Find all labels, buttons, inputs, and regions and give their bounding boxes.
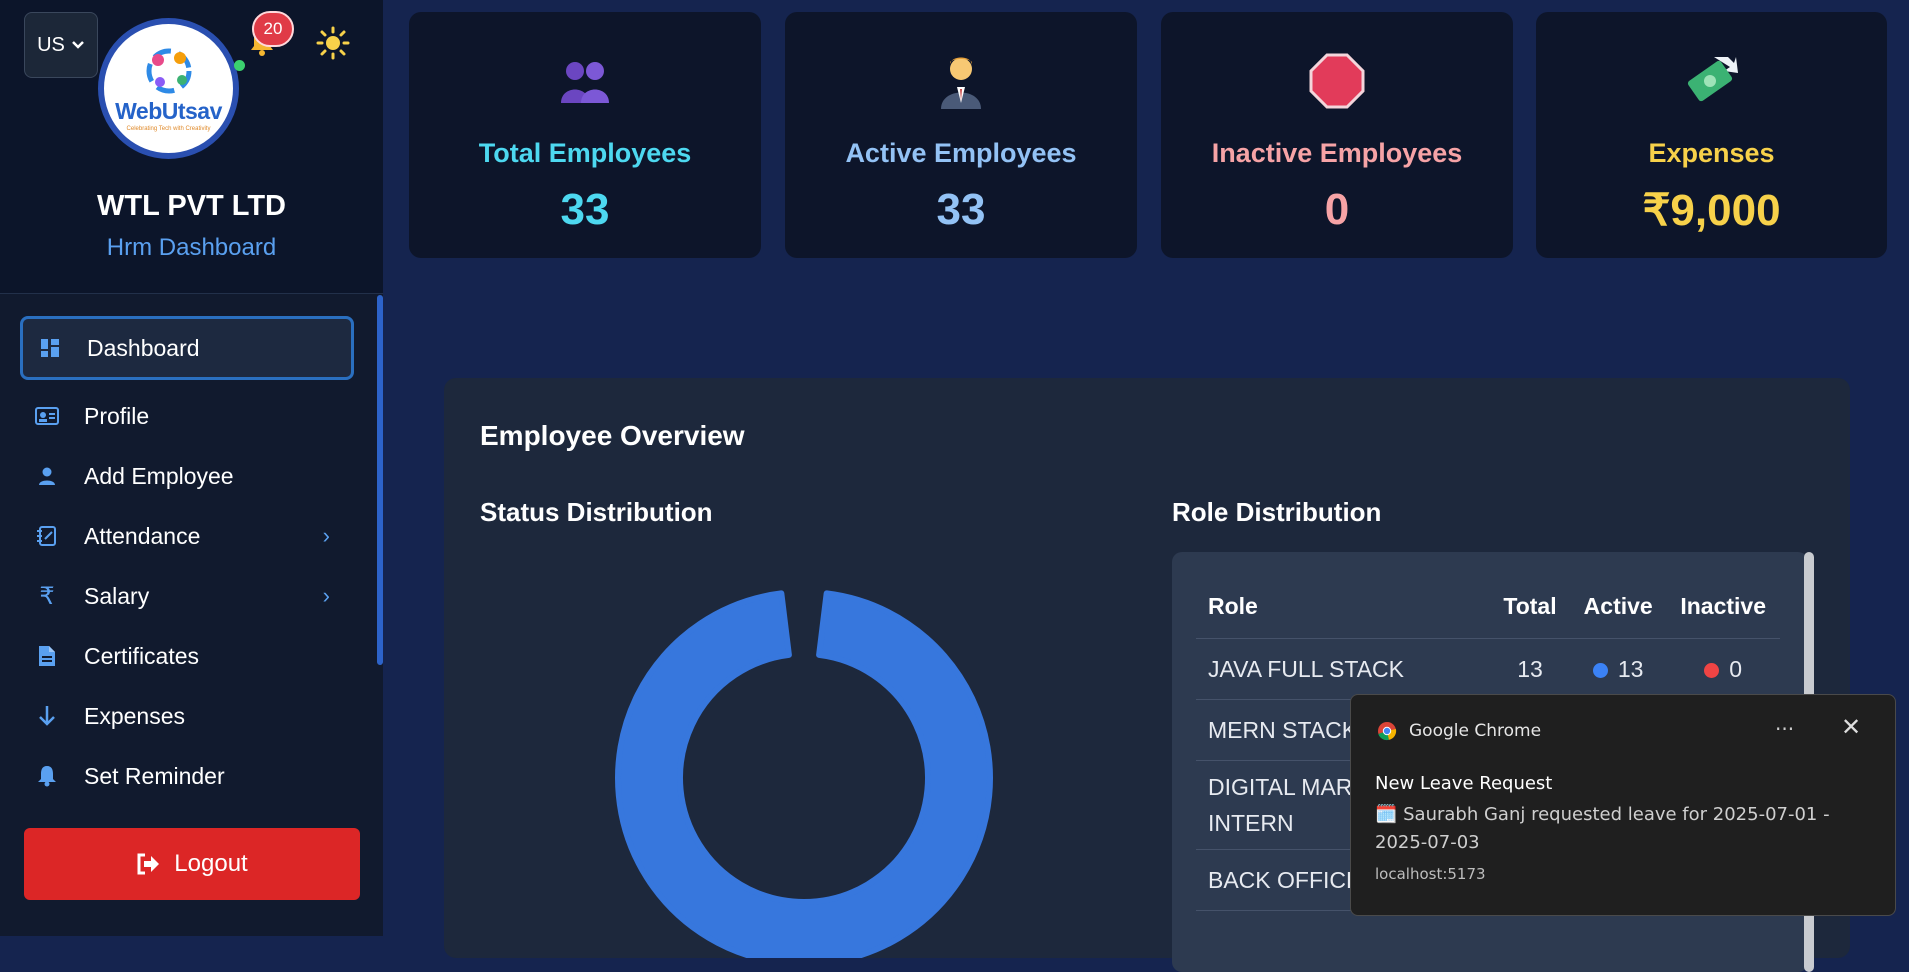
sidebar-item-certificates[interactable]: Certificates (20, 624, 354, 688)
sidebar-item-label: Profile (84, 402, 150, 429)
sidebar-item-label: Certificates (84, 642, 200, 669)
stat-value: 33 (936, 185, 986, 234)
people-icon (561, 62, 609, 103)
money-with-wings-icon (1687, 57, 1738, 102)
column-header-total: Total (1490, 574, 1570, 639)
column-header-inactive: Inactive (1666, 574, 1780, 639)
notification-title: New Leave Request (1375, 773, 1553, 794)
stat-title: Expenses (1648, 138, 1775, 168)
donut-slice-active[interactable] (615, 590, 993, 958)
inactive-cell: 0 (1666, 638, 1780, 700)
sidebar-item-profile[interactable]: Profile (20, 384, 354, 448)
chevron-down-icon (72, 41, 84, 49)
sidebar-item-label: Expenses (84, 702, 186, 729)
overview-title: Employee Overview (480, 420, 745, 451)
more-options-icon[interactable]: ··· (1775, 717, 1795, 741)
sidebar-item-label: Add Employee (84, 462, 234, 489)
sidebar-item-attendance[interactable]: Attendance › (20, 504, 354, 568)
notification-source: localhost:5173 (1375, 865, 1486, 883)
notification-count-badge[interactable]: 20 (252, 11, 294, 47)
stat-title: Active Employees (845, 138, 1077, 168)
arrow-down-icon (34, 703, 60, 729)
language-selector[interactable]: US (24, 12, 98, 78)
column-header-role: Role (1196, 574, 1490, 639)
sidebar-item-dashboard[interactable]: Dashboard (20, 316, 354, 380)
sidebar-item-expenses[interactable]: Expenses (20, 684, 354, 748)
table-row: JAVA FULL STACK 13 13 0 (1196, 638, 1780, 700)
sidebar-item-label: Salary (84, 582, 150, 609)
chrome-notification-toast[interactable]: Google Chrome ··· ✕ New Leave Request 🗓️… (1350, 694, 1896, 916)
stat-value: ₹9,000 (1642, 186, 1781, 235)
language-label: US (37, 33, 65, 56)
stat-value: 0 (1324, 185, 1350, 234)
status-distribution-title: Status Distribution (480, 497, 713, 527)
stat-title: Inactive Employees (1211, 138, 1463, 168)
sidebar-item-label: Attendance (84, 522, 201, 549)
stat-card-total-employees: Total Employees 33 (409, 12, 761, 258)
document-icon (34, 643, 60, 669)
notification-app-name: Google Chrome (1409, 721, 1542, 741)
theme-toggle-sun-icon[interactable] (316, 26, 350, 60)
stat-card-active-employees: Active Employees 33 (785, 12, 1137, 258)
office-worker-icon (941, 57, 981, 109)
chrome-logo-icon (1378, 722, 1397, 741)
user-icon (34, 463, 60, 489)
logo-tagline: Celebrating Tech with Creativity (126, 125, 211, 132)
company-logo: WebUtsav Celebrating Tech with Creativit… (98, 18, 239, 159)
role-cell: JAVA FULL STACK (1196, 638, 1490, 700)
sidebar-scrollbar[interactable] (377, 295, 383, 665)
chevron-right-icon: › (322, 523, 330, 548)
sidebar-item-set-reminder[interactable]: Set Reminder (20, 744, 354, 808)
inactive-count: 0 (1729, 655, 1743, 682)
stat-card-expenses: Expenses ₹9,000 (1536, 12, 1887, 258)
active-dot (1592, 662, 1608, 678)
stat-title: Total Employees (478, 138, 692, 168)
sidebar: US WebUtsav Celebrating Tech with Creati… (0, 0, 383, 936)
stop-sign-icon (1309, 53, 1365, 109)
online-status-dot (234, 60, 245, 71)
sidebar-item-add-employee[interactable]: Add Employee (20, 444, 354, 508)
table-header-row: Role Total Active Inactive (1196, 574, 1780, 639)
logout-button[interactable]: Logout (24, 828, 360, 900)
stat-value: 33 (560, 185, 610, 234)
stat-card-inactive-employees: Inactive Employees 0 (1161, 12, 1513, 258)
chevron-right-icon: › (322, 583, 330, 608)
company-name: WTL PVT LTD (96, 190, 286, 222)
webutsav-logo-mark-icon (146, 48, 191, 93)
column-header-active: Active (1570, 574, 1667, 639)
sidebar-header: US WebUtsav Celebrating Tech with Creati… (0, 0, 383, 294)
role-distribution-title: Role Distribution (1172, 497, 1382, 527)
total-cell: 13 (1490, 638, 1570, 700)
id-card-icon (34, 403, 60, 429)
sidebar-item-label: Dashboard (87, 334, 200, 361)
status-donut-chart (615, 590, 993, 958)
dashboard-icon (37, 335, 63, 361)
close-icon[interactable]: ✕ (1841, 713, 1862, 741)
notification-app-header: Google Chrome (1377, 721, 1541, 741)
dashboard-subtitle: Hrm Dashboard (106, 234, 277, 261)
active-cell: 13 (1570, 638, 1667, 700)
notification-message: 🗓️ Saurabh Ganj requested leave for 2025… (1375, 804, 1830, 853)
logo-brand-text: WebUtsav (115, 97, 222, 124)
sidebar-item-salary[interactable]: ₹ Salary › (20, 564, 354, 628)
logout-label: Logout (174, 850, 248, 877)
active-count: 13 (1617, 655, 1644, 682)
sidebar-item-label: Set Reminder (84, 762, 225, 789)
inactive-dot (1704, 662, 1720, 678)
sign-out-icon (137, 853, 160, 875)
rupee-icon: ₹ (39, 582, 55, 610)
notebook-icon (34, 523, 60, 549)
bell-icon (34, 763, 60, 789)
